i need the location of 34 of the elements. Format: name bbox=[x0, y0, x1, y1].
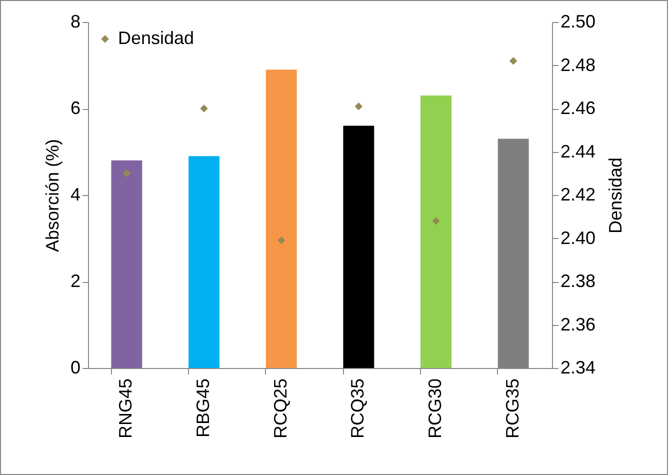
point bbox=[354, 102, 363, 110]
y-axis-title: Absorción (%) bbox=[42, 138, 62, 252]
y2-tick-label: 2.38 bbox=[560, 271, 596, 291]
point bbox=[200, 104, 208, 112]
y2-tick-label: 2.46 bbox=[560, 98, 596, 118]
y2-tick-label: 2.44 bbox=[560, 141, 596, 162]
y2-tick-label: 2.40 bbox=[560, 228, 596, 248]
y-tick-label: 2 bbox=[70, 271, 80, 291]
bar bbox=[420, 96, 452, 368]
y2-tick-label: 2.34 bbox=[560, 358, 596, 378]
bar bbox=[188, 156, 220, 368]
legend-label: Densidad bbox=[118, 28, 194, 48]
bar bbox=[111, 160, 142, 368]
y-tick-label: 8 bbox=[70, 12, 80, 32]
x-tick-label: RCG35 bbox=[502, 378, 522, 439]
y2-tick-label: 2.50 bbox=[560, 12, 596, 32]
x-tick-label: RCQ25 bbox=[270, 378, 290, 439]
y-tick-label: 4 bbox=[70, 184, 80, 204]
y-tick-label: 6 bbox=[70, 98, 80, 118]
x-tick-label: RCQ35 bbox=[348, 378, 368, 439]
bar bbox=[343, 126, 374, 368]
y2-tick-label: 2.42 bbox=[560, 184, 596, 204]
y2-tick-label: 2.48 bbox=[560, 54, 596, 75]
point bbox=[509, 57, 518, 65]
point bbox=[122, 170, 131, 178]
point bbox=[277, 236, 286, 244]
x-tick-label: RBG45 bbox=[193, 378, 213, 438]
x-tick-label: RCG30 bbox=[425, 378, 445, 439]
point bbox=[432, 217, 440, 225]
x-tick-label: RNG45 bbox=[116, 378, 136, 439]
bar bbox=[266, 70, 297, 368]
y2-axis-title: Densidad bbox=[606, 157, 626, 234]
y2-tick-label: 2.36 bbox=[560, 314, 596, 334]
y-tick-label: 0 bbox=[70, 358, 80, 378]
